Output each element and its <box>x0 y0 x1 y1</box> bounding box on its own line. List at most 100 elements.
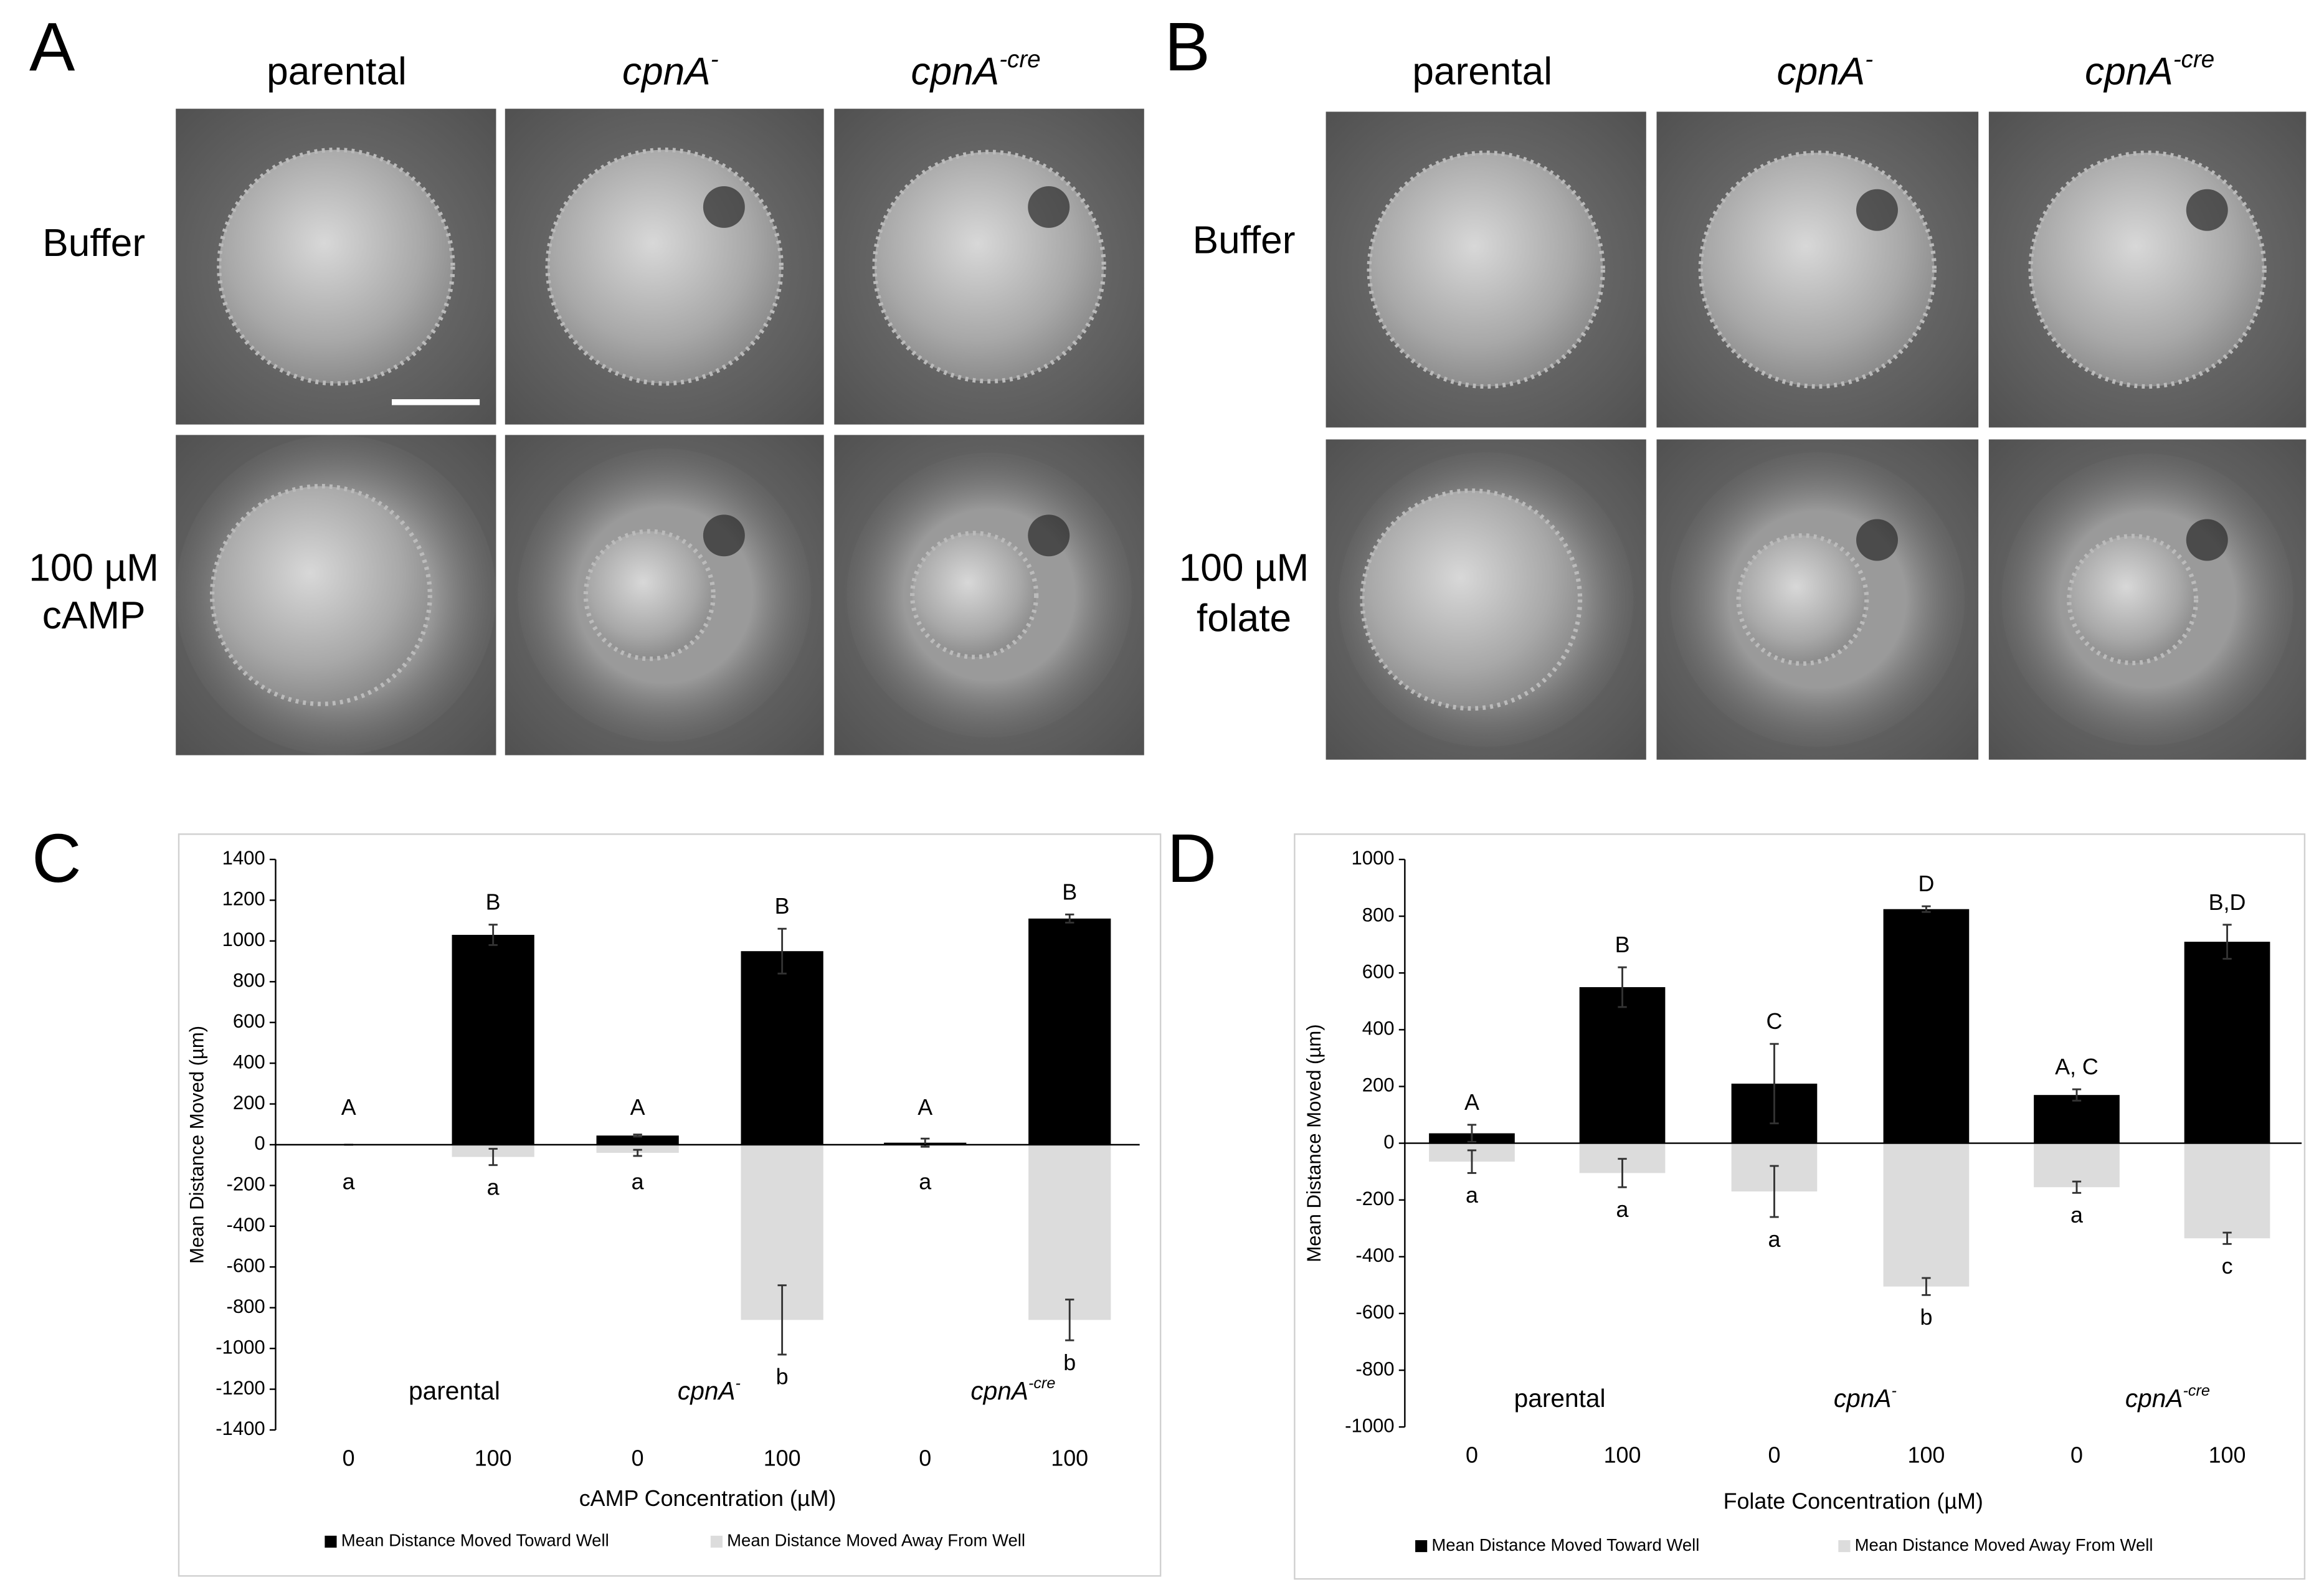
legend-label: Mean Distance Moved Toward Well <box>1431 1535 1699 1555</box>
error-bar <box>1467 1149 1477 1174</box>
cell-colony <box>1360 488 1583 711</box>
significance-letter: A <box>1464 1090 1479 1115</box>
error-bar <box>1922 905 1931 913</box>
bar <box>1028 1144 1111 1320</box>
x-axis-title: Folate Concentration (µM) <box>1724 1489 1983 1514</box>
bar <box>2034 1095 2120 1143</box>
column-header-text: cpnA <box>622 50 711 93</box>
y-tick-label: -400 <box>227 1214 265 1236</box>
y-tick-label: 800 <box>1362 904 1395 925</box>
error-bar <box>777 1284 787 1356</box>
significance-letter: c <box>2222 1254 2233 1279</box>
x-tick-label: 100 <box>2209 1443 2246 1468</box>
bar <box>741 951 823 1145</box>
y-tick-label: -1000 <box>216 1336 265 1358</box>
panel-letter: D <box>1167 820 1217 897</box>
cell-colony <box>2067 534 2199 666</box>
y-tick-label: -1000 <box>1345 1414 1395 1436</box>
group-label-text: parental <box>1514 1384 1606 1413</box>
significance-letter: b <box>776 1365 789 1389</box>
error-bar <box>2072 1088 2082 1102</box>
row-label: 100 µM <box>29 546 159 589</box>
legend-label: Mean Distance Moved Toward Well <box>341 1531 609 1550</box>
column-header-text: parental <box>267 50 407 93</box>
error-bar <box>2072 1180 2082 1194</box>
bar <box>1028 918 1111 1145</box>
well-spot <box>1856 519 1898 561</box>
legend-swatch <box>1838 1540 1851 1553</box>
x-tick-label: 100 <box>1051 1446 1088 1470</box>
x-tick-label: 0 <box>2070 1443 2083 1468</box>
y-axis-title: Mean Distance Moved (µm) <box>186 1026 207 1264</box>
y-tick-label: -600 <box>227 1255 265 1277</box>
group-label: cpnA- <box>678 1375 741 1405</box>
column-header-text: cpnA <box>911 50 999 93</box>
row-label: Buffer <box>1193 219 1296 262</box>
y-tick-label: 800 <box>233 969 265 991</box>
cell-colony <box>209 484 432 706</box>
group-label-text: cpnA <box>1834 1384 1892 1413</box>
cell-colony <box>1736 533 1869 666</box>
group-label-sup: - <box>736 1375 741 1392</box>
y-tick-label: 400 <box>233 1051 265 1072</box>
y-axis-title: Mean Distance Moved (µm) <box>1303 1024 1325 1262</box>
bar <box>2184 942 2270 1143</box>
panel-letter: B <box>1164 9 1210 85</box>
error-bar <box>1770 1165 1779 1218</box>
significance-letter: b <box>1920 1305 1932 1330</box>
bar <box>2034 1143 2120 1188</box>
column-header-text: cpnA <box>1777 50 1866 93</box>
significance-letter: B,D <box>2209 890 2246 915</box>
significance-letter: B <box>1062 879 1077 904</box>
column-header: parental <box>1412 50 1552 93</box>
x-tick-label: 0 <box>343 1446 355 1470</box>
cell-colony <box>217 147 455 386</box>
column-header: cpnA- <box>1777 46 1874 93</box>
significance-letter: C <box>1767 1009 1783 1034</box>
group-label: parental <box>409 1376 500 1405</box>
column-header-text: parental <box>1412 50 1552 93</box>
well-spot <box>1028 514 1070 557</box>
y-tick-label: -200 <box>1355 1188 1394 1209</box>
error-bar <box>1770 1043 1779 1125</box>
y-tick-label: -1400 <box>216 1418 265 1439</box>
x-tick-label: 100 <box>1604 1443 1641 1468</box>
x-tick-label: 0 <box>1466 1443 1478 1468</box>
error-bar <box>633 1134 642 1138</box>
well-spot <box>2186 189 2228 231</box>
column-header-sup: - <box>711 46 719 73</box>
y-tick-label: 1400 <box>222 847 265 869</box>
row-label: cAMP <box>42 594 146 637</box>
error-bar <box>1618 966 1627 1008</box>
group-label-sup: - <box>1891 1382 1896 1399</box>
y-tick-label: 0 <box>254 1132 265 1154</box>
cell-colony <box>872 149 1106 384</box>
y-tick-label: -200 <box>227 1173 265 1195</box>
legend-swatch <box>710 1535 723 1548</box>
legend-label: Mean Distance Moved Away From Well <box>727 1531 1025 1550</box>
error-bar <box>1065 1299 1074 1342</box>
y-tick-label: 0 <box>1383 1131 1394 1153</box>
x-tick-label: 0 <box>632 1446 644 1470</box>
group-label-text: cpnA <box>678 1376 736 1405</box>
significance-letter: a <box>1466 1183 1478 1208</box>
y-tick-label: 600 <box>233 1010 265 1032</box>
y-tick-label: -800 <box>1355 1358 1394 1380</box>
row-label: 100 µM <box>1179 546 1309 589</box>
x-tick-label: 0 <box>1768 1443 1780 1468</box>
error-bar <box>2222 1231 2232 1245</box>
cell-colony <box>2028 150 2267 389</box>
panel-letter: C <box>32 820 81 897</box>
column-header: parental <box>267 50 407 93</box>
column-header-sup: -cre <box>999 46 1040 73</box>
group-label-sup: -cre <box>2183 1382 2210 1399</box>
legend-label: Mean Distance Moved Away From Well <box>1855 1535 2153 1555</box>
group-label-text: parental <box>409 1376 500 1405</box>
significance-letter: a <box>919 1170 931 1195</box>
y-tick-label: 600 <box>1362 960 1395 982</box>
cell-colony <box>1698 150 1937 389</box>
y-tick-label: 1000 <box>1351 847 1394 869</box>
y-tick-label: -600 <box>1355 1301 1394 1323</box>
y-tick-label: 400 <box>1362 1018 1395 1039</box>
y-tick-label: -400 <box>1355 1244 1394 1266</box>
